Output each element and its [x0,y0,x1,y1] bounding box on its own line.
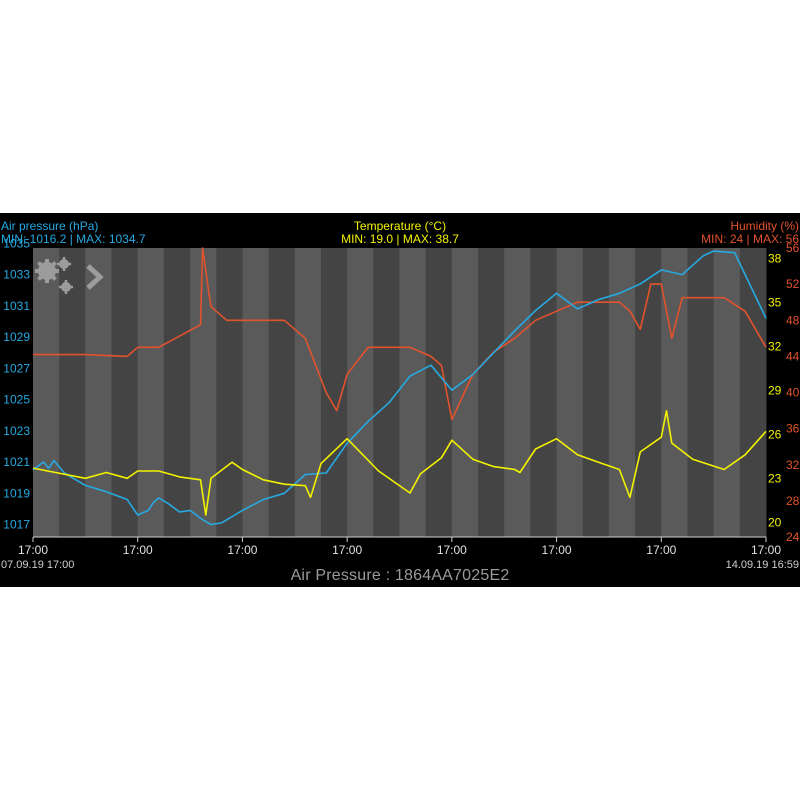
grid-band [739,248,767,537]
humidity-tick-label: 24 [786,530,800,544]
temperature-tick-label: 32 [768,339,782,353]
humidity-range: MIN: 24 | MAX: 56 [701,232,799,246]
pressure-tick-label: 1035 [3,236,30,250]
grid-band [504,248,531,537]
humidity-tick-label: 48 [786,313,800,327]
pressure-tick-label: 1025 [3,393,30,407]
temperature-line [32,410,767,516]
pressure-tick-label: 1017 [3,518,30,532]
humidity-tick-label: 28 [786,494,800,508]
grid-band [687,248,715,537]
grid-band [399,248,427,537]
x-tick-label: 17:00 [227,543,257,557]
pressure-tick-label: 1029 [3,330,30,344]
grid-band [347,248,374,537]
grid-band [190,248,217,537]
grid-band [582,248,610,537]
series-lines [32,247,767,526]
grid-band [556,248,584,537]
temperature-tick-label: 29 [768,383,782,397]
x-axis: 17:00 17:00 17:00 17:00 17:00 17:00 17:00 17:00 [18,536,781,557]
humidity-line [33,247,767,421]
grid-band [320,248,348,537]
x-tick-label: 17:00 [437,543,467,557]
grid-bands [33,248,767,537]
gears-icon[interactable] [35,257,73,294]
grid-band [661,248,688,537]
sensor-chart-app: Air pressure (hPa) MIN: 1016.2 | MAX: 10… [0,213,800,587]
temperature-title: Temperature (°C) [353,219,447,233]
temperature-tick-label: 26 [768,427,782,441]
pressure-tick-label: 1033 [3,268,30,282]
temperature-legend: Temperature (°C) MIN: 19.0 | MAX: 38.7 [0,220,800,246]
end-date: 14.09.19 16:59 [725,559,799,571]
x-tick-label: 17:00 [751,543,781,557]
x-tick-label: 17:00 [646,543,676,557]
grid-band [111,248,139,537]
x-tick-label: 17:00 [542,543,572,557]
x-tick-label: 17:00 [18,543,48,557]
pressure-line [32,250,767,526]
grid-band [294,248,322,537]
temperature-tick-label: 23 [768,471,782,485]
humidity-tick-label: 32 [786,458,800,472]
chart-footer-title: Air Pressure : 1864AA7025E2 [290,567,510,584]
grid-band [530,248,558,537]
grid-band [425,248,453,537]
humidity-tick-label: 40 [786,386,800,400]
start-date: 07.09.19 17:00 [1,559,75,571]
grid-band [242,248,270,537]
pressure-tick-label: 1019 [3,486,30,500]
pressure-tick-label: 1027 [3,361,30,375]
grid-band [268,248,296,537]
chart-canvas: 1035 1033 1031 1029 1027 1025 1023 1021 1019 1017… [3,236,800,557]
pressure-axis: 1035 1033 1031 1029 1027 1025 1023 1021 1019 1017 [3,236,30,531]
grid-band [59,248,86,537]
grid-band [163,248,191,537]
grid-band [137,248,165,537]
pressure-tick-label: 1021 [3,455,30,469]
pressure-tick-label: 1031 [3,299,30,313]
humidity-legend: Humidity (%) MIN: 24 | MAX: 56 [701,220,799,246]
humidity-title: Humidity (%) [730,219,799,233]
humidity-tick-label: 36 [786,422,800,436]
grid-band [373,248,400,537]
grid-band [33,248,60,537]
temperature-tick-label: 38 [768,251,782,265]
pressure-title: Air pressure (hPa) [1,219,99,233]
grid-band [85,248,113,537]
pressure-legend: Air pressure (hPa) MIN: 1016.2 | MAX: 10… [1,220,146,246]
x-tick-label: 17:00 [123,543,153,557]
grid-band [713,248,741,537]
grid-band [478,248,505,537]
humidity-tick-label: 56 [786,241,800,255]
right-axes: 38 35 32 29 26 23 20 56 52 48 44 40 36 32 28 24 [768,241,800,544]
temperature-tick-label: 35 [768,295,782,309]
temperature-tick-label: 20 [768,515,782,529]
humidity-tick-label: 44 [786,349,800,363]
pressure-range: MIN: 1016.2 | MAX: 1034.7 [1,232,146,246]
grid-band [216,248,243,537]
humidity-tick-label: 52 [786,277,800,291]
temperature-range: MIN: 19.0 | MAX: 38.7 [341,232,459,246]
x-tick-label: 17:00 [332,543,362,557]
chevron-right-icon[interactable] [86,264,104,290]
pressure-tick-label: 1023 [3,424,30,438]
